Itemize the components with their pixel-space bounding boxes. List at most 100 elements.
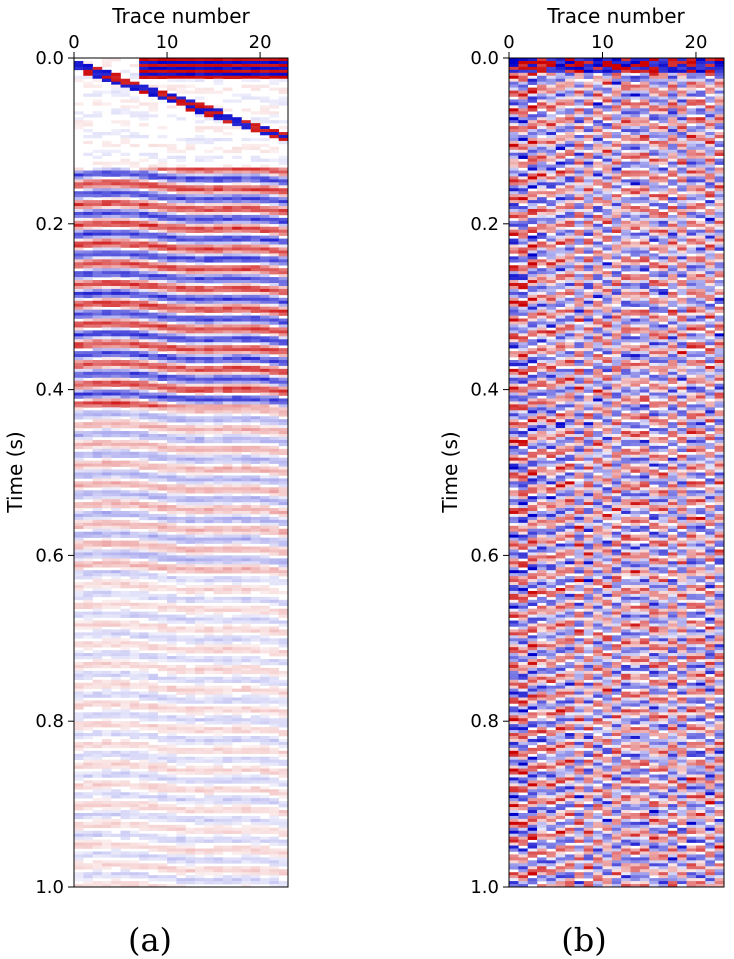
image-cell: [222, 564, 233, 568]
image-cell: [278, 179, 289, 183]
image-cell: [194, 709, 205, 713]
image-cell: [241, 137, 252, 142]
image-cell: [204, 87, 214, 91]
image-cell: [139, 442, 149, 447]
image-cell: [260, 697, 270, 701]
image-cell: [111, 552, 121, 556]
image-cell: [120, 161, 131, 165]
image-cell: [176, 247, 186, 251]
image-cell: [92, 256, 103, 260]
image-cell: [260, 223, 270, 228]
image-cell: [92, 579, 103, 583]
image-cell: [194, 810, 205, 814]
image-cell: [213, 318, 224, 322]
image-cell: [92, 247, 103, 251]
image-cell: [111, 371, 121, 376]
image-cell: [139, 339, 149, 343]
image-cell: [111, 750, 121, 755]
image-cell: [213, 407, 224, 411]
image-cell: [176, 558, 186, 562]
image-cell: [194, 552, 205, 556]
image-cell: [176, 368, 186, 373]
image-cell: [194, 280, 205, 284]
image-cell: [241, 804, 252, 808]
image-cell: [101, 789, 112, 793]
image-cell: [250, 327, 261, 331]
image-cell: [204, 395, 214, 399]
image-cell: [222, 164, 233, 168]
image-cell: [139, 401, 149, 405]
image-cell: [194, 206, 205, 210]
image-cell: [241, 599, 252, 604]
image-cell: [139, 359, 149, 364]
image-cell: [111, 413, 121, 417]
image-cell: [92, 673, 103, 678]
image-cell: [111, 200, 121, 204]
image-cell: [222, 718, 233, 722]
image-cell: [111, 220, 121, 225]
image-cell: [194, 90, 205, 94]
image-cell: [101, 582, 112, 586]
image-cell: [83, 152, 93, 156]
image-cell: [74, 691, 84, 695]
image-cell: [222, 590, 233, 595]
image-cell: [157, 469, 168, 473]
image-cell: [139, 656, 149, 660]
image-cell: [269, 182, 279, 186]
image-cell: [241, 555, 252, 559]
image-cell: [74, 194, 84, 198]
image-cell: [194, 203, 205, 207]
image-cell: [278, 223, 289, 228]
image-cell: [241, 66, 252, 71]
image-cell: [232, 585, 242, 589]
image-cell: [269, 265, 279, 269]
image-cell: [167, 244, 177, 248]
image-cell: [92, 623, 103, 627]
image-cell: [139, 226, 149, 231]
image-cell: [250, 457, 261, 461]
image-cell: [176, 117, 186, 121]
image-cell: [139, 84, 149, 88]
image-cell: [260, 380, 270, 384]
image-cell: [278, 259, 289, 263]
image-cell: [185, 410, 196, 414]
image-cell: [213, 451, 224, 456]
image-cell: [250, 688, 261, 692]
image-cell: [232, 540, 242, 544]
image-cell: [111, 348, 121, 352]
image-cell: [139, 842, 149, 846]
image-cell: [250, 626, 261, 630]
image-cell: [92, 513, 103, 518]
image-cell: [101, 167, 112, 171]
image-cell: [241, 508, 252, 512]
image-cell: [101, 90, 112, 94]
image-cell: [101, 413, 112, 417]
image-cell: [213, 730, 224, 734]
image-cell: [129, 484, 140, 488]
image-cell: [148, 573, 159, 577]
image-cell: [241, 579, 252, 583]
image-cell: [185, 371, 196, 376]
image-cell: [111, 250, 121, 254]
image-cell: [241, 75, 252, 80]
image-cell: [185, 650, 196, 654]
image-cell: [92, 250, 103, 254]
image-cell: [74, 170, 84, 174]
image-cell: [260, 496, 270, 500]
image-cell: [139, 345, 149, 349]
image-cell: [250, 271, 261, 275]
image-cell: [204, 750, 214, 755]
image-cell: [167, 78, 177, 82]
image-cell: [111, 721, 121, 725]
image-cell: [250, 644, 261, 648]
image-cell: [148, 508, 159, 512]
image-cell: [111, 425, 121, 429]
image-cell: [232, 818, 242, 823]
image-cell: [157, 179, 168, 183]
image-cell: [222, 229, 233, 233]
image-cell: [139, 593, 149, 598]
image-cell: [278, 226, 289, 231]
image-cell: [213, 700, 224, 704]
image-cell: [213, 771, 224, 775]
image-cell: [213, 351, 224, 355]
